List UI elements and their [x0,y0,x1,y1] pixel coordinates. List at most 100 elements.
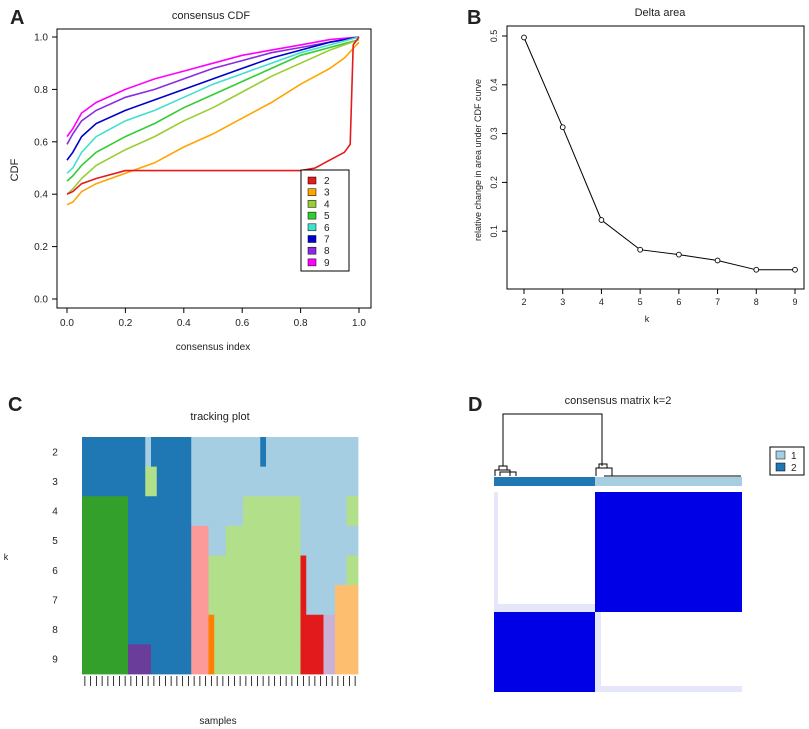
delta-point-k6 [676,251,682,258]
panel-label-d: D [468,394,482,416]
tracking-cell-k7 [128,585,192,616]
tracking-cell-k6 [128,555,192,586]
delta-point-k7 [714,257,721,264]
cdf-x-tick-label: 0.4 [177,318,191,329]
tracking-cell-k9 [82,644,129,675]
delta-x-tick-label: 9 [792,297,797,307]
cdf-line-k4 [66,38,360,195]
cdf-y-tick-label: 0.2 [34,242,48,253]
cdf-y-label: CDF [9,158,21,181]
tracking-cell-k5 [300,525,359,556]
tracking-cell-k4 [243,496,301,527]
tracking-cell-k2 [151,437,192,468]
tracking-cell-k4 [300,496,347,527]
cdf-x-tick-label: 0.8 [294,318,308,329]
matrix-faint-bottom-row [595,686,742,692]
matrix-faint-left-column [595,612,601,692]
tracking-cell-k6 [208,555,301,586]
panel-a: A consensus CDF 0.0 0.2 0.4 0.6 0.8 1.0 0.00.… [9,7,372,353]
cdf-plot-frame [56,28,372,309]
tracking-cell-k9 [335,644,359,675]
tracking-cell-k7 [335,585,359,616]
delta-plot-frame [506,25,805,290]
delta-y-tick-label: 0.1 [489,225,499,238]
tracking-cell-k6 [346,555,359,586]
tracking-cell-k2 [260,437,267,468]
cdf-legend-label-2: 2 [324,176,330,187]
cdf-legend-label-9: 9 [324,258,330,269]
matrix-title: consensus matrix k=2 [565,395,672,407]
tracking-cell-k6 [306,555,347,586]
tracking-cell-k3 [145,466,158,497]
matrix-block-cluster-1 [595,492,742,612]
cdf-line-k2 [66,36,360,195]
tracking-cell-k7 [208,585,301,616]
cdf-legend-swatch-3 [307,188,317,196]
dendrogram-right-sub-branch [598,463,608,468]
cdf-line-k5 [66,38,360,182]
cdf-y-tick-label: 0.4 [34,190,48,201]
cdf-title: consensus CDF [172,10,251,22]
panel-label-a: A [10,7,24,29]
delta-line [521,34,798,273]
cdf-legend-label-6: 6 [324,223,330,234]
cdf-legend-label-4: 4 [324,199,330,210]
cdf-legend-label-8: 8 [324,246,330,257]
tracking-cell-k8 [323,614,336,645]
delta-x-axis: 2 3 4 5 6 7 8 9 [521,289,798,307]
tracking-cell-k6 [300,555,307,586]
tracking-cell-k5 [208,525,227,556]
tracking-cell-k3 [82,466,146,497]
tracking-cell-k7 [191,585,209,616]
cluster-bar-1 [595,477,742,486]
tracking-cell-k2 [145,437,152,468]
tracking-cell-k5 [82,525,129,556]
tracking-cell-k2 [191,437,261,468]
dendrogram-root-branch [502,413,603,466]
tracking-row-label-6: 6 [52,566,58,577]
tracking-cell-k4 [128,496,192,527]
cdf-legend-label-3: 3 [324,188,330,199]
dendrogram-left-sub-branch [498,465,508,470]
tracking-cell-k8 [191,614,209,645]
tracking-cell-k2 [266,437,359,468]
delta-polyline [523,37,795,271]
tracking-title: tracking plot [190,411,249,423]
cdf-x-tick-label: 1.0 [352,318,366,329]
delta-x-tick-label: 2 [521,297,526,307]
cdf-y-tick-label: 0.6 [34,137,48,148]
cluster-bar-2 [494,477,595,486]
delta-y-tick-label: 0.3 [489,127,499,140]
tracking-cell-k8 [214,614,301,645]
cdf-legend-swatch-6 [307,223,317,232]
tracking-row-label-3: 3 [52,477,58,488]
cdf-lines [66,36,360,206]
tracking-row-label-7: 7 [52,595,58,606]
tracking-cell-k8 [208,614,215,645]
tracking-sample-ticks [84,676,356,686]
tracking-cell-k5 [225,525,301,556]
dendrogram-left-leaf-branch [499,471,517,476]
tracking-row-label-8: 8 [52,625,58,636]
tracking-cell-k6 [191,555,209,586]
cdf-legend-swatch-9 [307,258,317,267]
tracking-x-label: samples [199,716,236,727]
matrix-dendrogram [494,413,741,477]
cdf-line-k8 [66,36,360,145]
tracking-cell-k9 [300,644,324,675]
delta-y-tick-label: 0.5 [489,30,499,43]
tracking-cell-k4 [346,496,359,527]
matrix-legend-box [769,446,805,476]
tracking-cell-k9 [128,644,152,675]
tracking-cell-k2 [82,437,146,468]
tracking-cell-k9 [214,644,301,675]
matrix-legend-swatch-2 [775,462,786,472]
tracking-cell-k7 [306,585,336,616]
tracking-cell-k8 [300,614,324,645]
cdf-x-axis: 0.0 0.2 0.4 0.6 0.8 1.0 [60,308,366,329]
tracking-cell-k9 [191,644,209,675]
panel-label-c: C [8,394,22,416]
cdf-y-tick-label: 0.8 [34,85,48,96]
cdf-legend-swatch-4 [307,200,317,208]
